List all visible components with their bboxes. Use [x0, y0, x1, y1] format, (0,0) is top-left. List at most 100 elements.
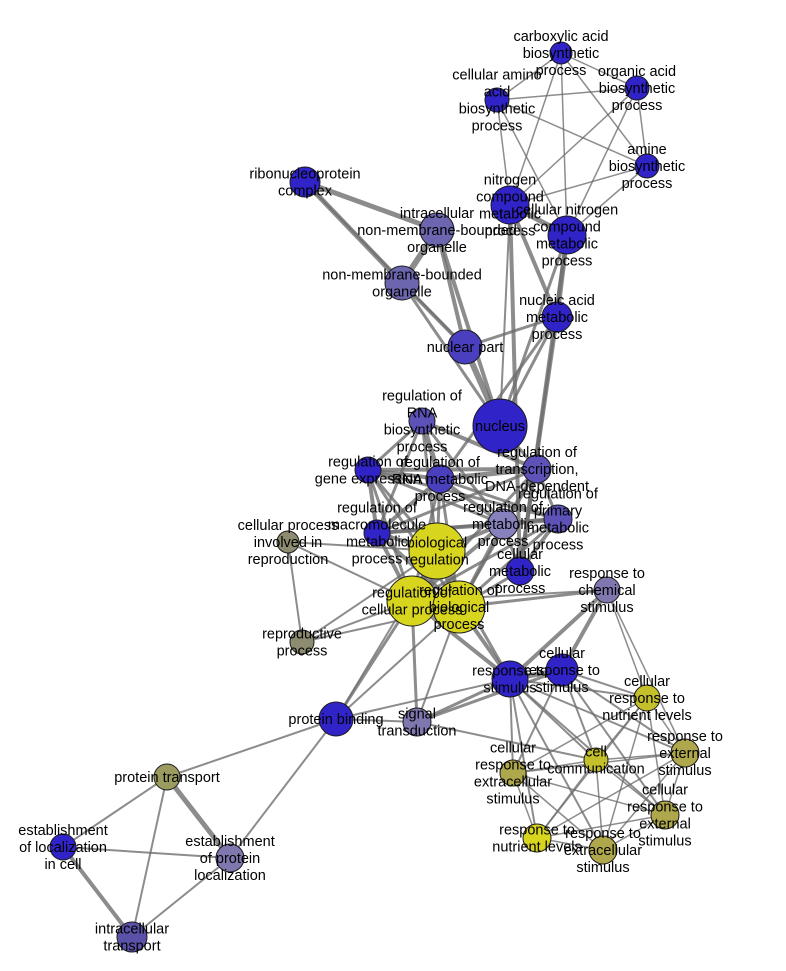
edge-n3-n6: [566, 87, 638, 236]
node-regulation-of-rna-biosynthetic-process[interactable]: [408, 407, 436, 435]
node-label: biosynthetic: [459, 102, 536, 118]
edge-n33-n36: [536, 759, 597, 839]
node-non-membrane-bounded-organelle[interactable]: [384, 265, 420, 301]
node-label: regulation of: [400, 455, 481, 471]
edge-n1-n3: [560, 52, 638, 89]
node-label: involved in: [254, 535, 323, 551]
node-label: response to: [475, 758, 551, 774]
node-label: regulation of: [372, 586, 453, 602]
node-nucleic-acid-metabolic-process[interactable]: [541, 301, 573, 333]
edge-n22-n31: [606, 589, 648, 699]
node-nucleus[interactable]: [472, 398, 528, 454]
edge-n39-n40: [62, 846, 231, 859]
node-cellular-amino-acid-biosynthetic-process[interactable]: [484, 87, 510, 113]
node-label: complex: [278, 184, 333, 200]
node-label: nucleus: [475, 419, 525, 435]
node-label: response to: [565, 826, 641, 842]
node-intracellular-transport[interactable]: [116, 921, 148, 953]
node-label: biosynthetic: [523, 46, 600, 62]
node-reproductive-process[interactable]: [289, 629, 315, 655]
node-regulation-of-metabolic-process[interactable]: [487, 508, 519, 540]
node-label: intracellular: [400, 206, 474, 222]
node-label: biosynthetic: [609, 159, 686, 175]
node-response-to-chemical-stimulus[interactable]: [593, 576, 621, 604]
node-label: stimulus: [638, 834, 691, 850]
node-cellular-response-to-stimulus[interactable]: [545, 653, 579, 687]
node-label: cellular amino: [452, 68, 541, 84]
node-organic-acid-biosynthetic-process[interactable]: [624, 75, 650, 101]
node-response-to-extracellular-stimulus[interactable]: [588, 835, 618, 865]
edge-n32-n36: [536, 752, 686, 839]
node-label: regulation of: [382, 389, 463, 405]
node-label: transcription,: [495, 462, 578, 478]
edge-n14-n19: [367, 468, 559, 521]
node-regulation-of-primary-metabolic-process[interactable]: [543, 504, 573, 534]
node-label: process: [478, 534, 529, 550]
edge-n3-n5: [509, 87, 638, 206]
node-protein-transport[interactable]: [153, 763, 181, 791]
node-biological-regulation[interactable]: [408, 522, 466, 580]
node-label: nitrogen: [484, 173, 536, 189]
node-label: RNA metabolic: [392, 472, 488, 488]
edge-n2-n3: [496, 87, 638, 101]
node-amine-biosynthetic-process[interactable]: [634, 153, 660, 179]
node-signal-transduction[interactable]: [402, 707, 432, 737]
node-label: external: [659, 746, 711, 762]
edge-n38-n39: [62, 776, 168, 848]
node-label: response to: [569, 566, 645, 582]
node-label: process: [352, 552, 403, 568]
node-label: response to: [499, 823, 575, 839]
node-label: stimulus: [483, 681, 536, 697]
edge-n33-n37: [595, 759, 604, 851]
node-cellular-response-to-external-stimulus[interactable]: [650, 800, 680, 830]
edge-n15-n19: [439, 477, 559, 521]
node-label: process: [612, 98, 663, 114]
node-label: regulation of: [328, 455, 409, 471]
node-cellular-response-to-extracellular-stimulus[interactable]: [499, 759, 527, 787]
node-response-to-stimulus[interactable]: [491, 660, 529, 698]
node-regulation-of-rna-metabolic-process[interactable]: [425, 464, 455, 494]
node-label: process: [415, 489, 466, 505]
node-establishment-of-protein-localization[interactable]: [215, 843, 245, 873]
node-response-to-external-stimulus[interactable]: [670, 738, 700, 768]
node-nuclear-part[interactable]: [447, 329, 483, 365]
node-label: organic acid: [598, 64, 676, 80]
node-label: regulation of: [497, 445, 578, 461]
node-label: stimulus: [535, 680, 588, 696]
node-cellular-process-involved-in-reproduction[interactable]: [276, 530, 300, 554]
node-layer: [49, 41, 700, 953]
node-intracellular-non-membrane-bounded-organelle[interactable]: [419, 212, 455, 248]
node-label: DNA-dependent: [485, 479, 589, 495]
node-label: stimulus: [580, 600, 633, 616]
node-regulation-of-biological-process[interactable]: [432, 580, 486, 634]
edge-n25-n26: [287, 541, 303, 643]
node-regulation-of-macromolecule-metabolic-process[interactable]: [363, 519, 391, 547]
edge-n34-n37: [512, 772, 604, 851]
node-label: nutrient levels: [602, 708, 691, 724]
edge-n32-n37: [602, 752, 686, 851]
node-protein-binding[interactable]: [318, 701, 354, 737]
node-cell-communication[interactable]: [583, 747, 609, 773]
node-response-to-nutrient-levels[interactable]: [522, 823, 552, 853]
node-label: metabolic: [526, 310, 588, 326]
edge-n7-n8: [304, 179, 438, 233]
node-label: biological: [407, 536, 467, 552]
node-nitrogen-compound-metabolic-process[interactable]: [490, 185, 530, 225]
node-label: regulation of: [419, 583, 500, 599]
node-cellular-response-to-nutrient-levels[interactable]: [633, 684, 661, 712]
node-label: cellular: [490, 741, 536, 757]
node-ribonucleoprotein-complex[interactable]: [289, 166, 321, 198]
edge-n1-n4: [560, 52, 648, 167]
node-regulation-of-transcription-dna-dependent[interactable]: [522, 454, 552, 484]
node-carboxylic-acid-biosynthetic-process[interactable]: [549, 41, 573, 65]
edge-n3-n4: [636, 87, 648, 167]
node-cellular-metabolic-process[interactable]: [505, 556, 535, 586]
node-cellular-nitrogen-compound-metabolic-process[interactable]: [547, 215, 587, 255]
edge-n22-n32: [606, 589, 686, 754]
node-label: process: [472, 119, 523, 135]
node-label: localization: [194, 868, 266, 884]
node-establishment-of-localization-in-cell[interactable]: [49, 833, 77, 861]
node-regulation-of-gene-expression[interactable]: [354, 456, 382, 484]
